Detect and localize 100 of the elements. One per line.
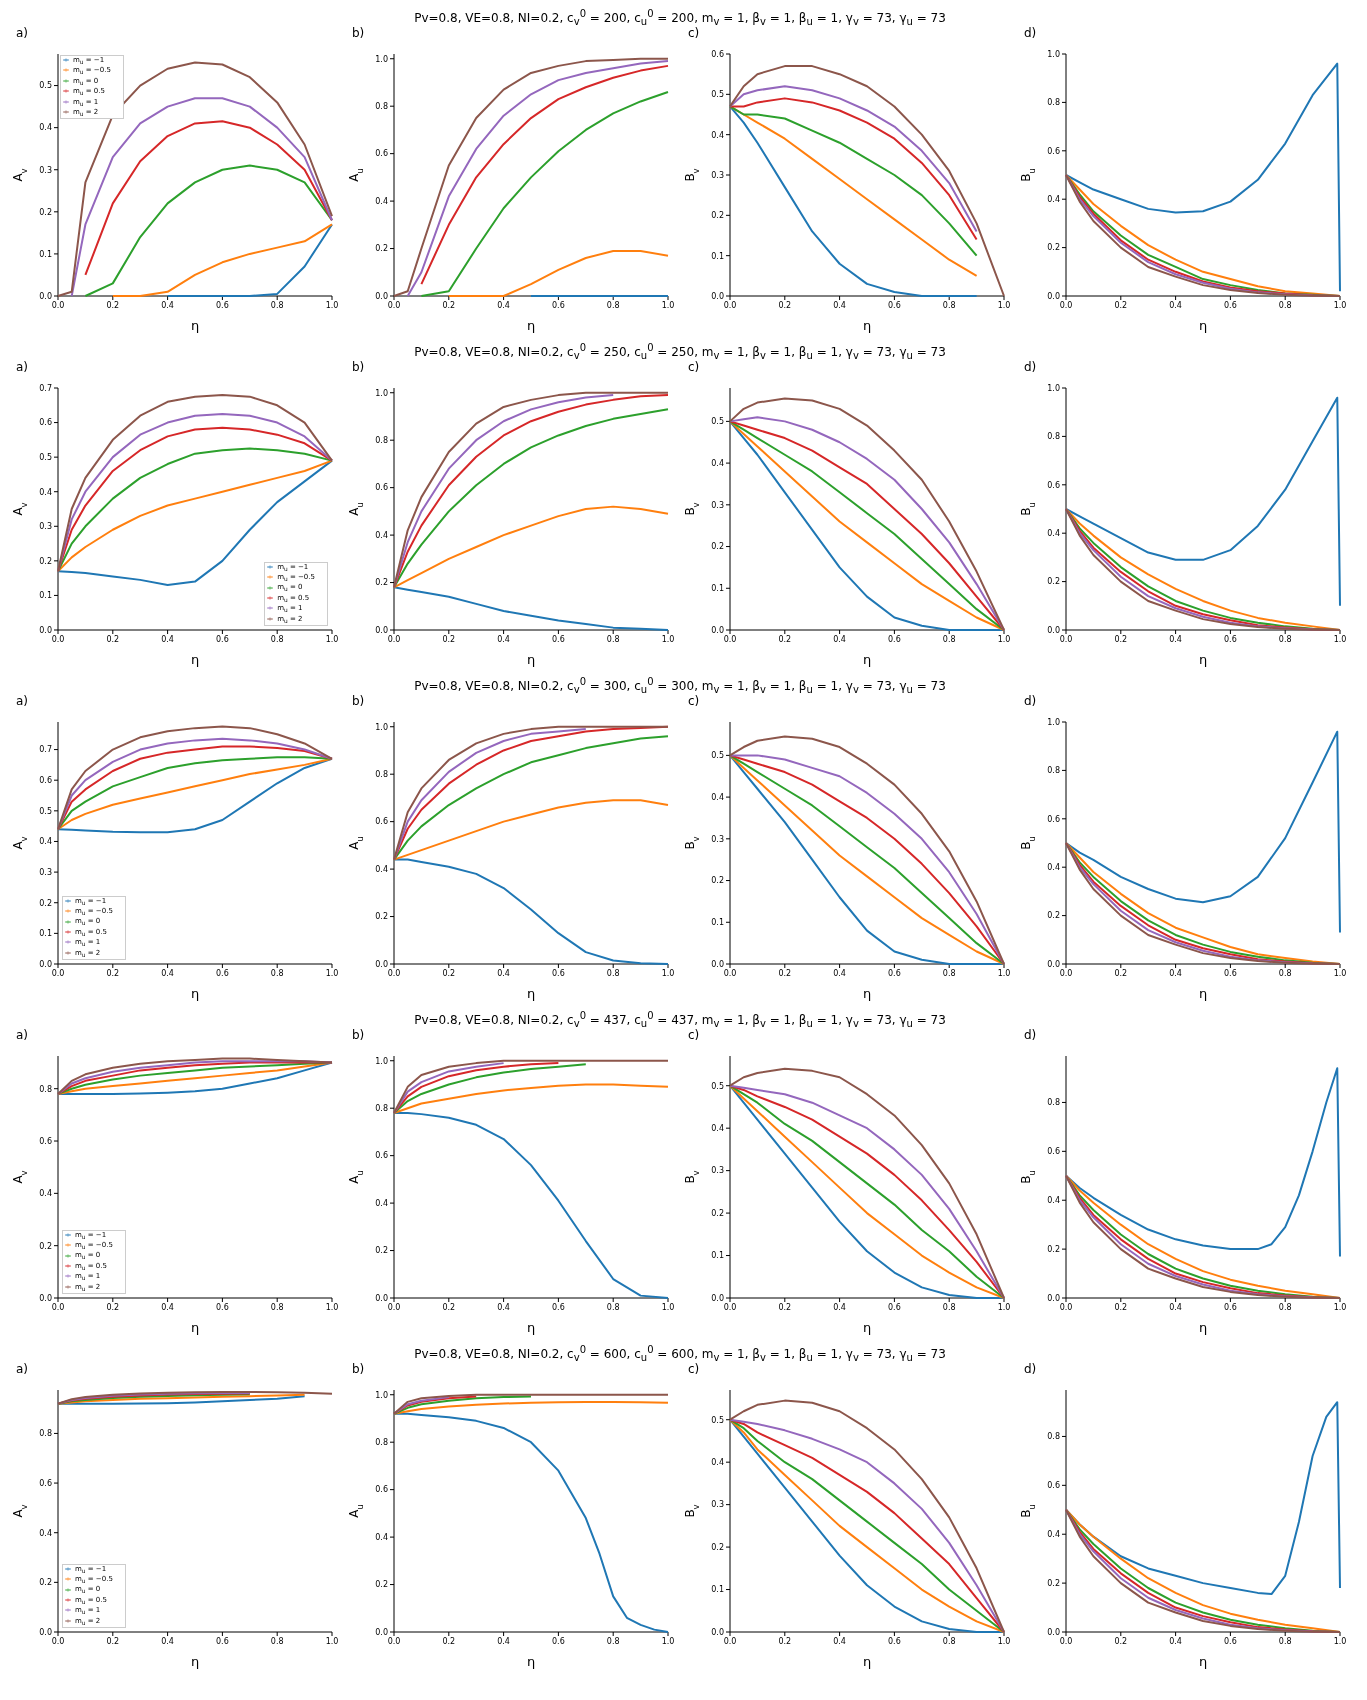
y-tick-label: 0.4 — [39, 837, 52, 847]
x-tick-label: 0.4 — [1169, 634, 1182, 644]
y-tick-label: 0.3 — [39, 867, 52, 877]
x-tick-label: 0.4 — [497, 634, 510, 644]
x-tick-label: 0.8 — [1278, 1636, 1292, 1646]
y-tick-label: 0.4 — [375, 530, 388, 540]
y-tick-label: 1.0 — [375, 1390, 388, 1400]
line-series — [111, 223, 333, 297]
x-tick-label: 0.2 — [778, 300, 792, 310]
x-tick-label: 0.0 — [723, 1302, 737, 1312]
y-tick-label: 0.2 — [1047, 243, 1060, 253]
x-tick-label: 0.2 — [442, 300, 456, 310]
y-tick-label: 0.8 — [1047, 432, 1060, 442]
y-tick-label: 0.6 — [1047, 480, 1060, 490]
text: d) — [1024, 26, 1037, 40]
y-tick-label: 0.3 — [711, 1500, 724, 1510]
y-tick-label: 0.0 — [711, 1627, 724, 1637]
x-tick-label: 0.8 — [270, 300, 284, 310]
y-tick-label: 0.0 — [1047, 291, 1060, 301]
text: d) — [1024, 360, 1037, 374]
y-tick-label: 0.0 — [39, 1627, 52, 1637]
x-tick-label: 0.6 — [552, 634, 565, 644]
y-tick-label: 0.3 — [711, 170, 724, 180]
y-tick-label: 0.8 — [39, 1084, 52, 1094]
y-tick-label: 0.3 — [39, 522, 52, 532]
line-series — [393, 1395, 478, 1415]
y-tick-label: 0.1 — [711, 918, 724, 928]
line-series — [393, 1393, 669, 1415]
x-tick-label: 0.6 — [552, 300, 565, 310]
x-tick-label: 0.0 — [387, 1636, 401, 1646]
text: a) — [16, 1362, 29, 1376]
x-tick-label: 0.8 — [270, 1636, 284, 1646]
x-tick-label: 0.0 — [387, 968, 401, 978]
y-tick-label: 0.3 — [711, 1166, 724, 1176]
x-tick-label: 0.0 — [1059, 1636, 1073, 1646]
x-tick-label: 0.6 — [1224, 1636, 1237, 1646]
y-tick-label: 0.6 — [375, 817, 388, 827]
text: c) — [688, 1362, 700, 1376]
x-tick-label: 0.4 — [161, 1302, 174, 1312]
y-tick-label: 0.2 — [375, 244, 388, 254]
x-axis-title: η — [1198, 318, 1208, 333]
x-tick-label: 0.2 — [1114, 1636, 1128, 1646]
x-tick-label: 0.4 — [497, 968, 510, 978]
x-tick-label: 0.0 — [1059, 300, 1073, 310]
y-tick-label: 0.2 — [39, 207, 52, 217]
x-axis-title: η — [526, 1320, 536, 1335]
y-tick-label: 0.6 — [39, 776, 52, 786]
y-tick-label: 0.7 — [39, 383, 52, 393]
x-tick-label: 0.6 — [888, 634, 901, 644]
x-tick-label: 0.6 — [552, 1302, 565, 1312]
x-tick-label: 0.0 — [387, 634, 401, 644]
y-tick-label: 0.2 — [1047, 1244, 1060, 1254]
x-axis-title: η — [190, 318, 200, 333]
text: b) — [352, 360, 365, 374]
y-tick-label: 0.4 — [1047, 529, 1060, 539]
x-tick-label: 0.8 — [942, 968, 956, 978]
y-tick-label: 0.5 — [711, 751, 724, 761]
line-series — [166, 223, 333, 297]
line-series — [70, 97, 333, 297]
y-tick-label: 1.0 — [375, 1056, 388, 1066]
y-tick-label: 0.5 — [711, 1415, 724, 1425]
x-tick-label: 0.0 — [1059, 968, 1073, 978]
y-tick-label: 0.5 — [711, 90, 724, 100]
y-tick-label: 0.1 — [39, 249, 52, 259]
y-tick-label: 0.6 — [1047, 1147, 1060, 1157]
x-tick-label: 0.4 — [497, 300, 510, 310]
y-tick-label: 0.4 — [711, 130, 724, 140]
y-tick-label: 0.8 — [375, 102, 388, 112]
y-tick-label: 0.4 — [711, 792, 724, 802]
x-tick-label: 0.8 — [606, 1636, 620, 1646]
y-tick-label: 0.8 — [375, 436, 388, 446]
x-tick-label: 0.0 — [387, 300, 401, 310]
x-tick-label: 0.4 — [161, 300, 174, 310]
y-tick-label: 0.4 — [1047, 1196, 1060, 1206]
x-tick-label: 0.8 — [1278, 968, 1292, 978]
y-tick-label: 0.0 — [1047, 1627, 1060, 1637]
x-axis-title: η — [526, 986, 536, 1001]
x-axis-title: η — [190, 652, 200, 667]
x-tick-label: 1.0 — [325, 1636, 339, 1646]
y-tick-label: 0.8 — [1047, 1098, 1060, 1108]
y-tick-label: 0.4 — [711, 1458, 724, 1468]
line-series — [84, 120, 333, 276]
y-tick-label: 0.8 — [375, 1438, 388, 1448]
x-tick-label: 1.0 — [325, 300, 339, 310]
y-tick-label: 0.0 — [39, 959, 52, 969]
x-tick-label: 0.8 — [1278, 634, 1292, 644]
x-tick-label: 0.4 — [161, 968, 174, 978]
line-series — [393, 1062, 560, 1114]
y-tick-label: 0.5 — [711, 1081, 724, 1091]
x-tick-label: 0.6 — [216, 1636, 229, 1646]
y-tick-label: 0.4 — [375, 864, 388, 874]
line-series — [57, 1390, 333, 1405]
text: b) — [352, 1362, 365, 1376]
y-tick-label: 0.2 — [1047, 911, 1060, 921]
line-series — [1065, 730, 1341, 934]
x-tick-label: 0.2 — [1114, 634, 1128, 644]
y-tick-label: 1.0 — [1047, 49, 1060, 59]
x-tick-label: 0.2 — [106, 300, 120, 310]
x-tick-label: 0.0 — [723, 968, 737, 978]
x-tick-label: 0.4 — [161, 1636, 174, 1646]
